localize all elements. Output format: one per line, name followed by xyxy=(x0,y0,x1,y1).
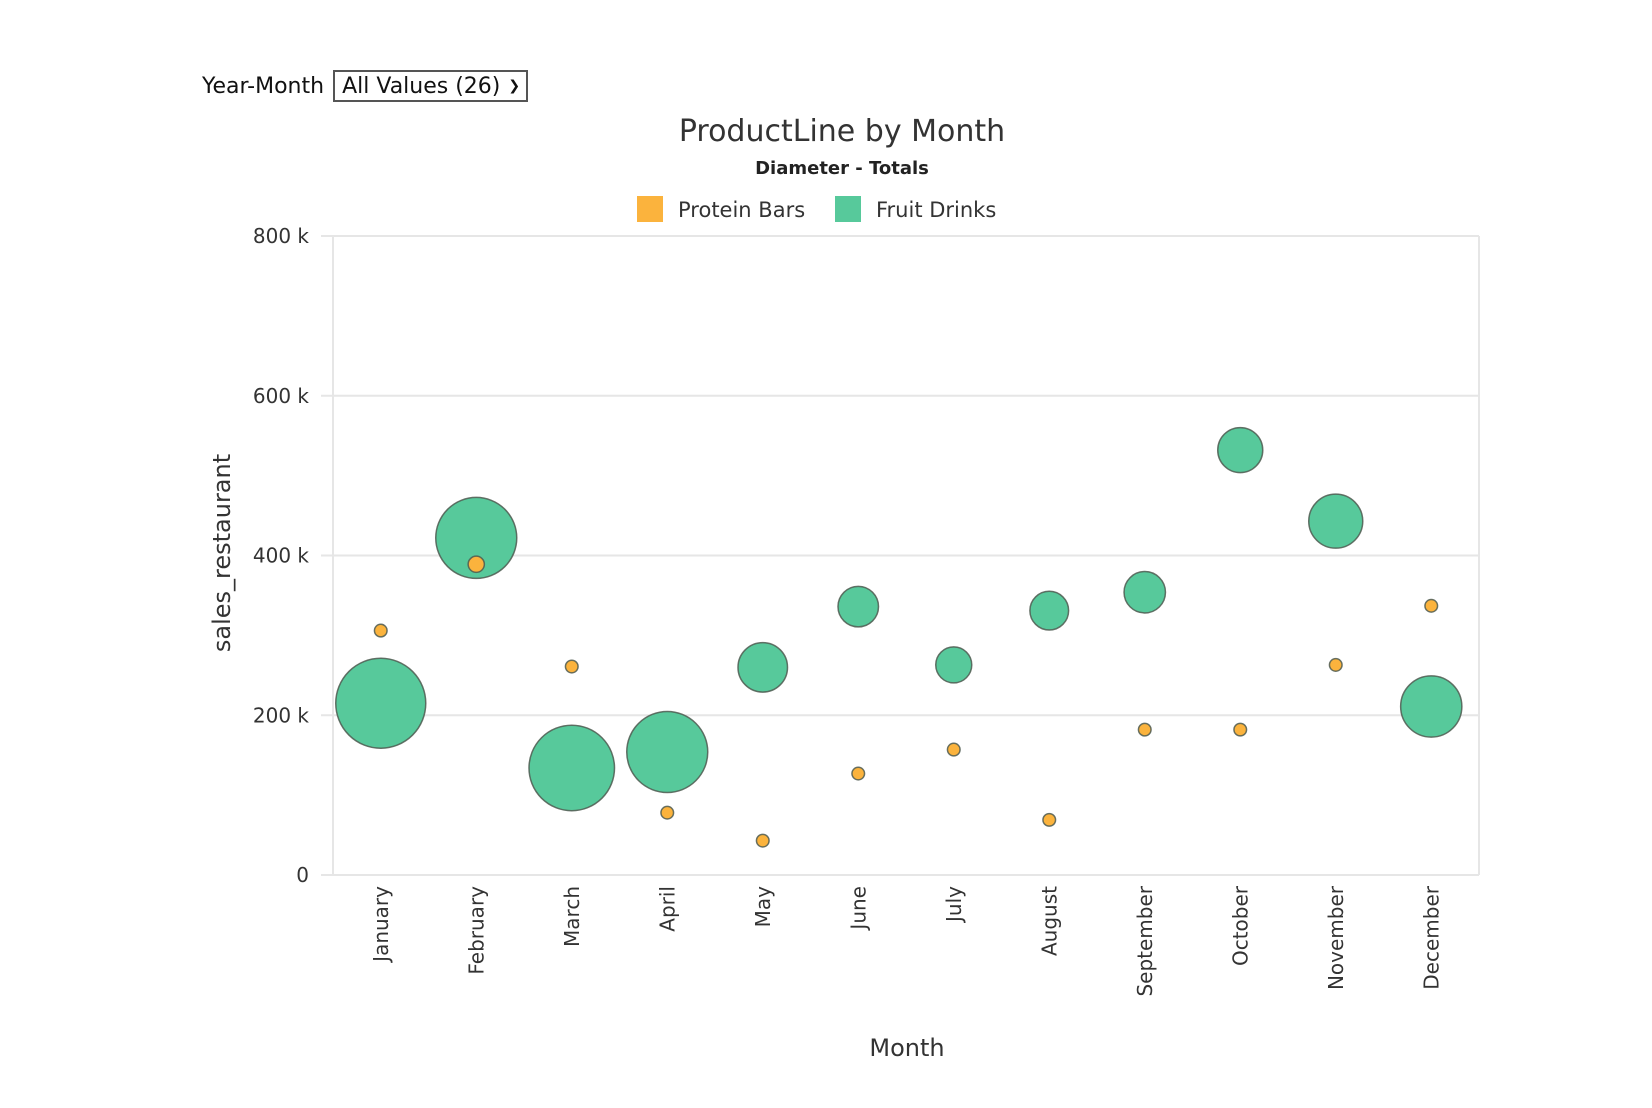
bubble-protein-bars[interactable] xyxy=(467,555,486,574)
x-tick-label: November xyxy=(1324,885,1348,990)
chevron-down-icon: ❯ xyxy=(508,78,521,94)
bubble-protein-bars[interactable] xyxy=(1042,812,1057,827)
bubble-fruit-drinks[interactable] xyxy=(435,496,518,580)
year-month-filter: Year-Month All Values (26) ❯ xyxy=(202,70,529,102)
bubble-fruit-drinks[interactable] xyxy=(1123,570,1167,614)
bubble-protein-bars[interactable] xyxy=(1233,722,1248,737)
bubble-fruit-drinks[interactable] xyxy=(737,641,789,693)
x-tick-label: December xyxy=(1419,885,1443,989)
bubble-fruit-drinks[interactable] xyxy=(837,585,880,628)
chart-legend: Protein Bars Fruit Drinks xyxy=(637,196,996,222)
x-axis-ticks: January February March April May June July Augu… xyxy=(369,885,1444,996)
chart-subtitle: Diameter - Totals xyxy=(755,158,929,179)
legend-swatch-fruit-drinks xyxy=(835,196,861,222)
x-tick-label: October xyxy=(1228,885,1252,966)
bubble-fruit-drinks[interactable] xyxy=(1217,426,1264,474)
x-tick-label: April xyxy=(655,886,679,932)
y-tick-label: 200 k xyxy=(253,703,310,727)
y-tick-label: 600 k xyxy=(253,384,310,408)
chart-title: ProductLine by Month xyxy=(679,114,1005,149)
bubble-series xyxy=(335,426,1463,848)
bubble-protein-bars[interactable] xyxy=(1328,657,1343,672)
year-month-select[interactable]: All Values (26) ❯ xyxy=(333,70,529,102)
bubble-fruit-drinks[interactable] xyxy=(528,724,616,812)
y-axis-title: sales_restaurant xyxy=(208,454,236,652)
legend-label-protein-bars[interactable]: Protein Bars xyxy=(678,198,805,222)
bubble-fruit-drinks[interactable] xyxy=(626,710,709,794)
bubble-protein-bars[interactable] xyxy=(373,623,388,638)
y-tick-label: 400 k xyxy=(253,544,310,568)
bubble-fruit-drinks[interactable] xyxy=(1029,590,1070,631)
x-tick-label: August xyxy=(1037,886,1061,956)
x-tick-label: September xyxy=(1133,885,1157,996)
x-axis-title: Month xyxy=(869,1034,944,1062)
x-tick-label: July xyxy=(942,886,966,924)
bubble-protein-bars[interactable] xyxy=(1137,722,1152,737)
bubble-fruit-drinks[interactable] xyxy=(1399,675,1463,738)
x-tick-label: March xyxy=(560,886,584,947)
filter-label: Year-Month xyxy=(202,73,325,99)
bubble-fruit-drinks[interactable] xyxy=(335,657,427,750)
bubble-protein-bars[interactable] xyxy=(755,833,770,848)
x-tick-label: January xyxy=(369,886,393,964)
bubble-protein-bars[interactable] xyxy=(851,766,866,781)
y-tick-label: 0 xyxy=(296,863,309,887)
bubble-protein-bars[interactable] xyxy=(1424,598,1439,613)
x-tick-label: February xyxy=(464,886,488,975)
bubble-protein-bars[interactable] xyxy=(564,659,579,674)
x-tick-label: May xyxy=(751,886,775,928)
y-axis-ticks: 0 200 k 400 k 600 k 800 k xyxy=(253,224,310,887)
bubble-protein-bars[interactable] xyxy=(660,805,675,820)
bubble-fruit-drinks[interactable] xyxy=(935,646,973,684)
bubble-protein-bars[interactable] xyxy=(946,742,961,757)
filter-selected-value: All Values (26) xyxy=(342,73,501,99)
bubble-fruit-drinks[interactable] xyxy=(1308,493,1364,549)
legend-swatch-protein-bars xyxy=(637,196,663,222)
x-tick-label: June xyxy=(846,886,870,932)
y-tick-label: 800 k xyxy=(253,224,310,248)
legend-label-fruit-drinks[interactable]: Fruit Drinks xyxy=(876,198,996,222)
chart-grid xyxy=(321,235,1480,876)
